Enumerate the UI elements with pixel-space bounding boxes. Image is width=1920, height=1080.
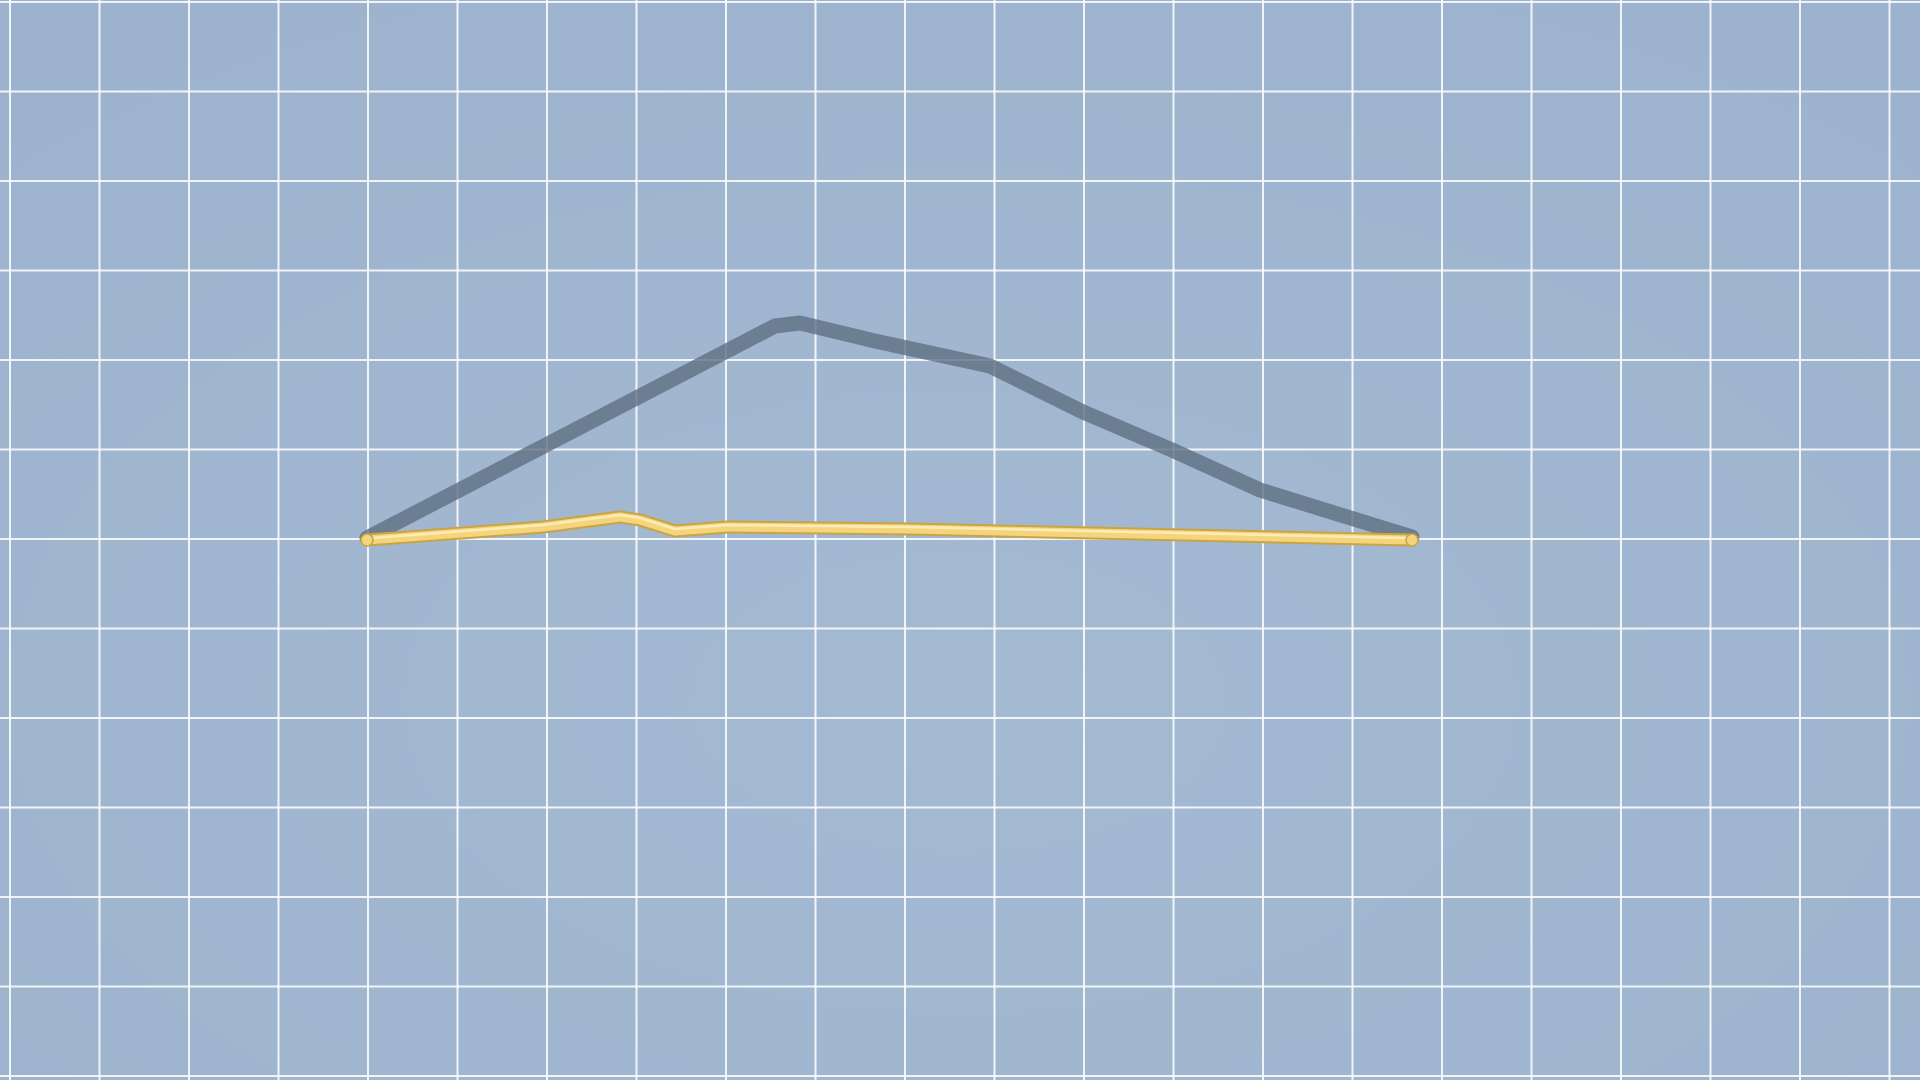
bent-line-group[interactable]	[360, 510, 1419, 547]
bent-line-highlight	[370, 513, 1408, 540]
line-endpoint-right[interactable]	[1405, 533, 1419, 547]
line-endpoint-left[interactable]	[360, 533, 374, 547]
shape-shadow	[359, 315, 1420, 546]
bent-line-shadow	[359, 315, 1420, 546]
bent-line[interactable]	[362, 512, 1417, 545]
